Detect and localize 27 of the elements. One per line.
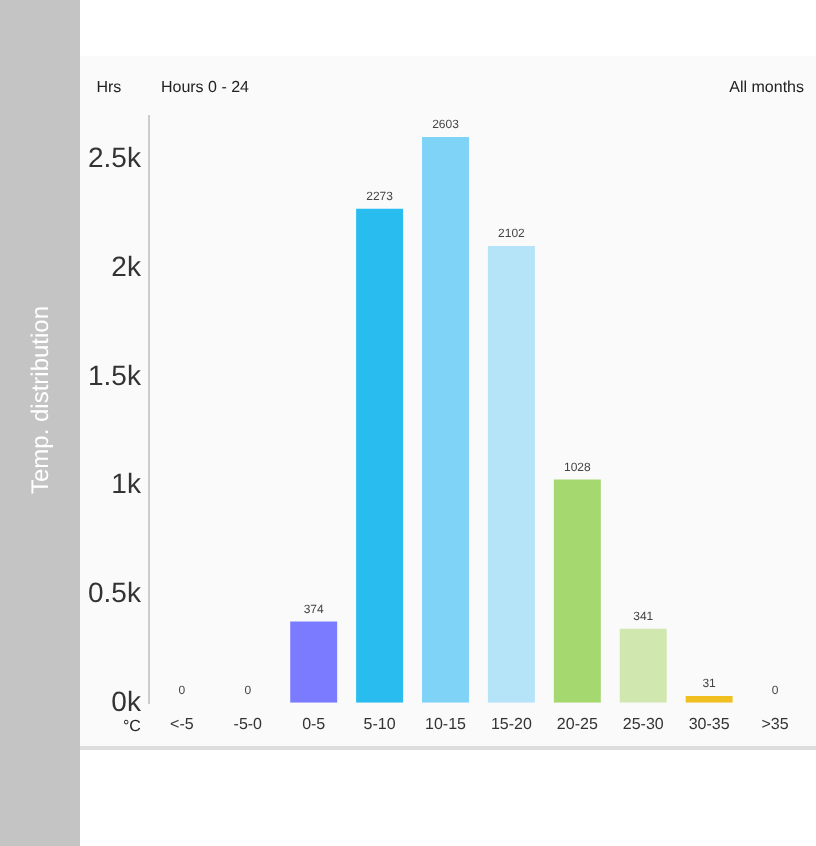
text: Temp. distribution <box>26 305 54 495</box>
x-tick-label: 30-35 <box>688 714 731 733</box>
bar <box>553 479 601 703</box>
y-tick-label: 1k <box>111 467 143 500</box>
x-tick-label: >35 <box>761 714 790 733</box>
y-tick-label: 0.5k <box>87 575 143 608</box>
y-tick-label: 0k <box>111 684 143 717</box>
bar <box>356 208 404 703</box>
bar <box>619 628 667 703</box>
x-tick-label: -5-0 <box>233 714 264 733</box>
y-axis-title: Hrs <box>96 78 122 97</box>
x-tick-label: 0-5 <box>302 714 327 733</box>
x-tick-label: 5-10 <box>363 714 397 733</box>
bar <box>290 621 338 703</box>
x-axis-title: °C <box>122 717 142 736</box>
y-tick-label: 1.5k <box>87 358 143 391</box>
x-tick-label: 15-20 <box>490 714 533 733</box>
x-tick-label: 20-25 <box>556 714 599 733</box>
y-tick-label: 2k <box>111 249 143 282</box>
chart-subtitle: All months <box>729 78 804 97</box>
x-tick-label: <-5 <box>170 714 195 733</box>
bar <box>487 245 535 703</box>
y-tick-label: 2.5k <box>87 141 143 174</box>
x-tick-label: 25-30 <box>622 714 665 733</box>
x-tick-label: 10-15 <box>425 714 468 733</box>
bar <box>422 137 469 703</box>
chart-title: Hours 0 - 24 <box>160 78 251 97</box>
